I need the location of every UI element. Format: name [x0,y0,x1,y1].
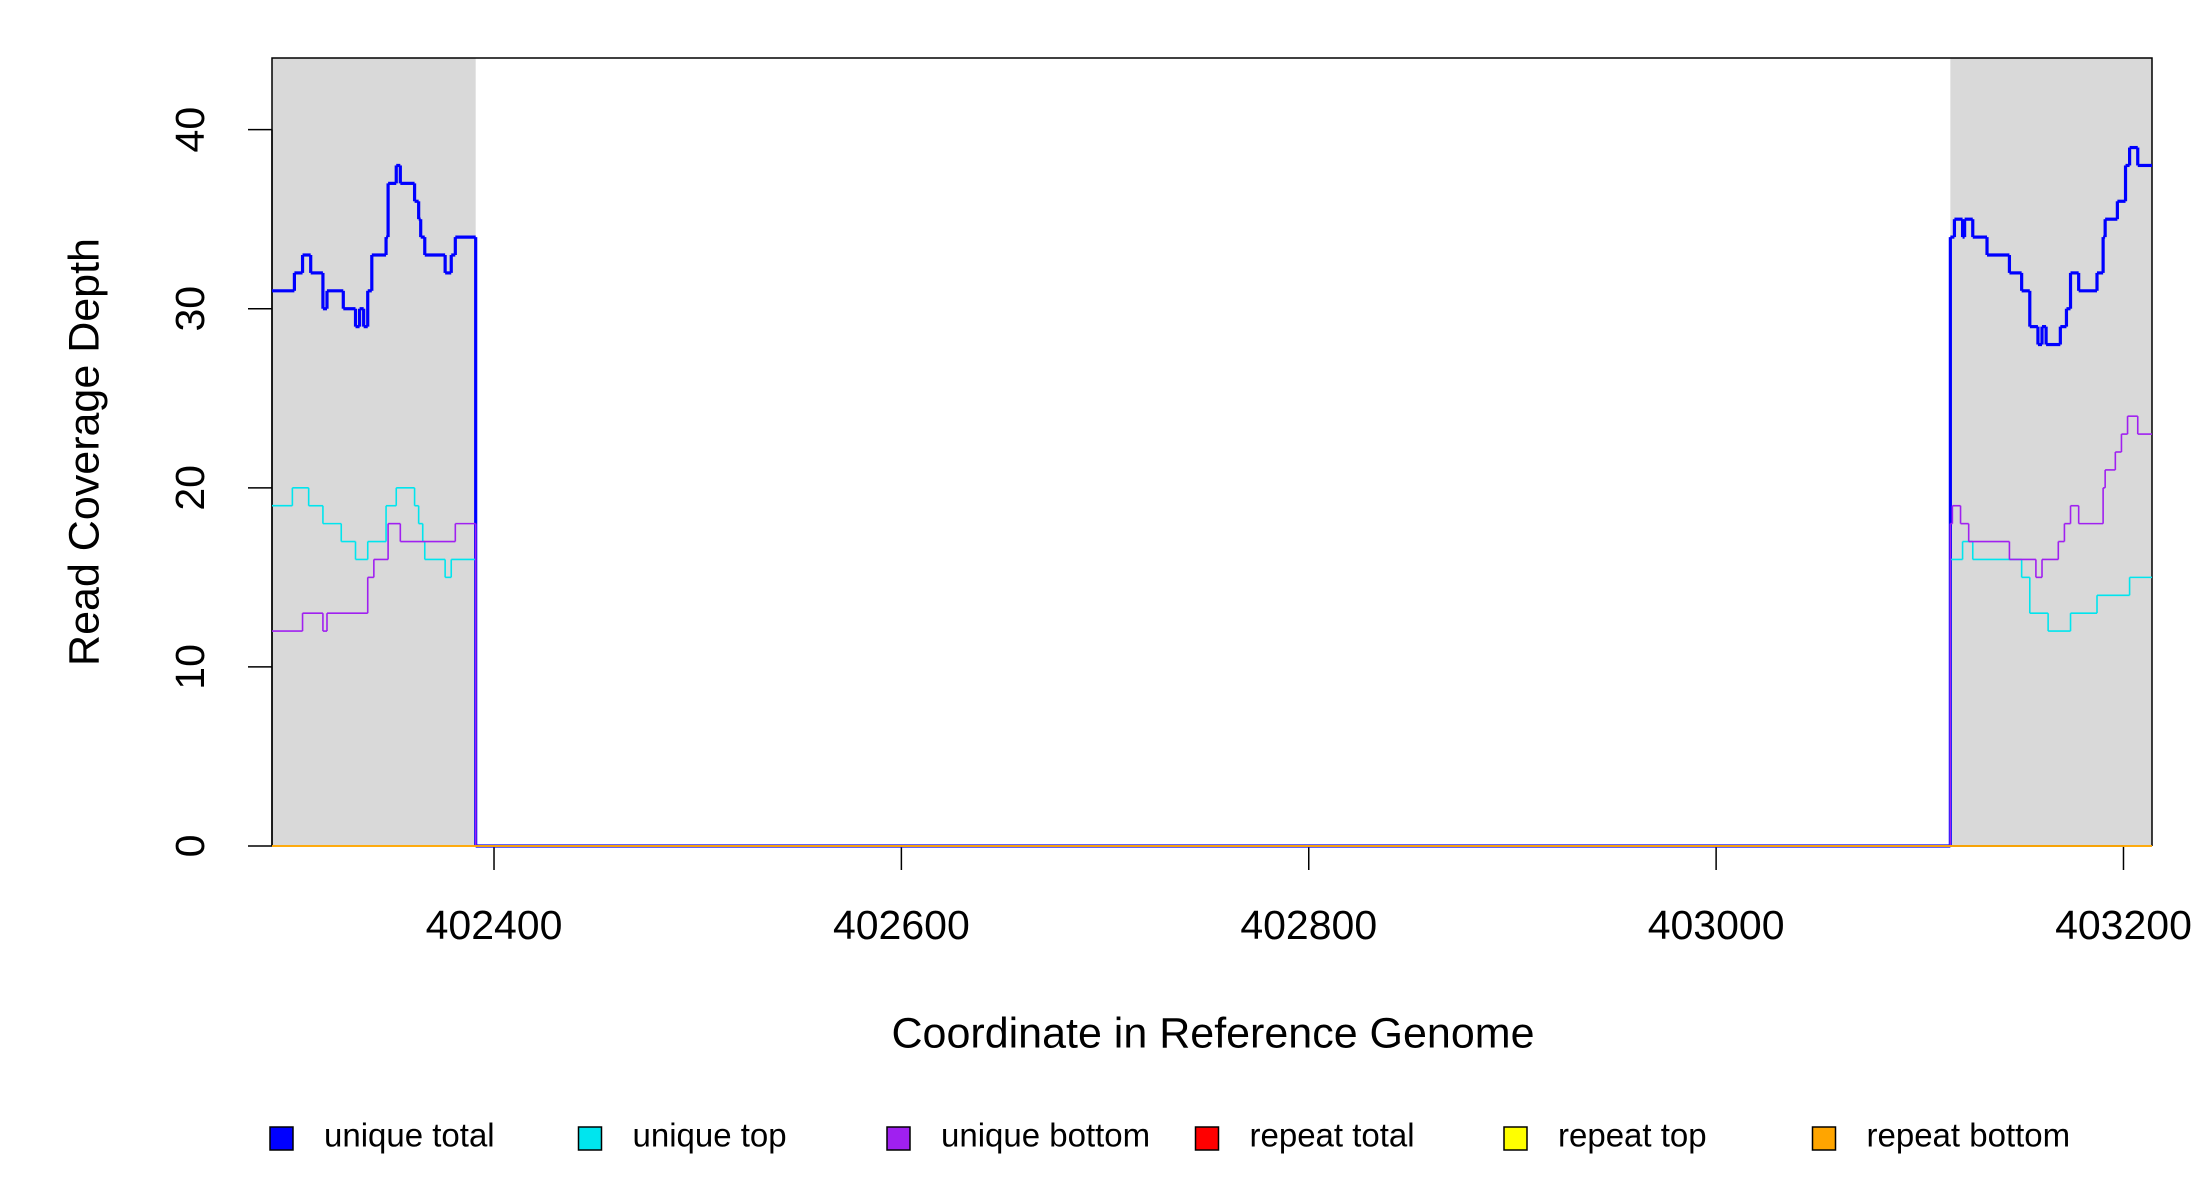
highlight-region [272,58,476,846]
series-line [272,487,2152,847]
legend-swatch [1811,1126,1837,1151]
legend-label: unique total [324,1117,495,1154]
legend-swatch [1194,1126,1220,1151]
y-tick-label: 30 [167,286,213,332]
legend-swatch [269,1126,294,1151]
x-axis-title: Coordinate in Reference Genome [892,1009,1535,1057]
x-tick-label: 402400 [426,902,563,948]
legend-swatch [577,1126,603,1151]
legend-label: repeat top [1558,1117,1707,1154]
plot-frame [271,57,2153,846]
x-tick-label: 402600 [833,902,970,948]
x-tick-label: 403200 [2055,902,2192,948]
y-tick-label: 10 [167,644,213,690]
y-axis-title: Read Coverage Depth [60,238,108,666]
legend-label: repeat total [1250,1117,1415,1154]
legend-label: unique bottom [941,1117,1150,1154]
legend-label: unique top [633,1117,787,1154]
x-tick-label: 403000 [1648,902,1785,948]
y-tick-label: 20 [167,465,213,511]
series-line [272,415,2152,847]
y-tick-label: 40 [167,107,213,153]
y-tick-label: 0 [167,835,213,858]
x-tick-label: 402800 [1240,902,1377,948]
legend-swatch [886,1126,911,1151]
legend-swatch [1503,1126,1528,1151]
legend-label: repeat bottom [1867,1117,2071,1154]
series-line [272,145,2152,848]
